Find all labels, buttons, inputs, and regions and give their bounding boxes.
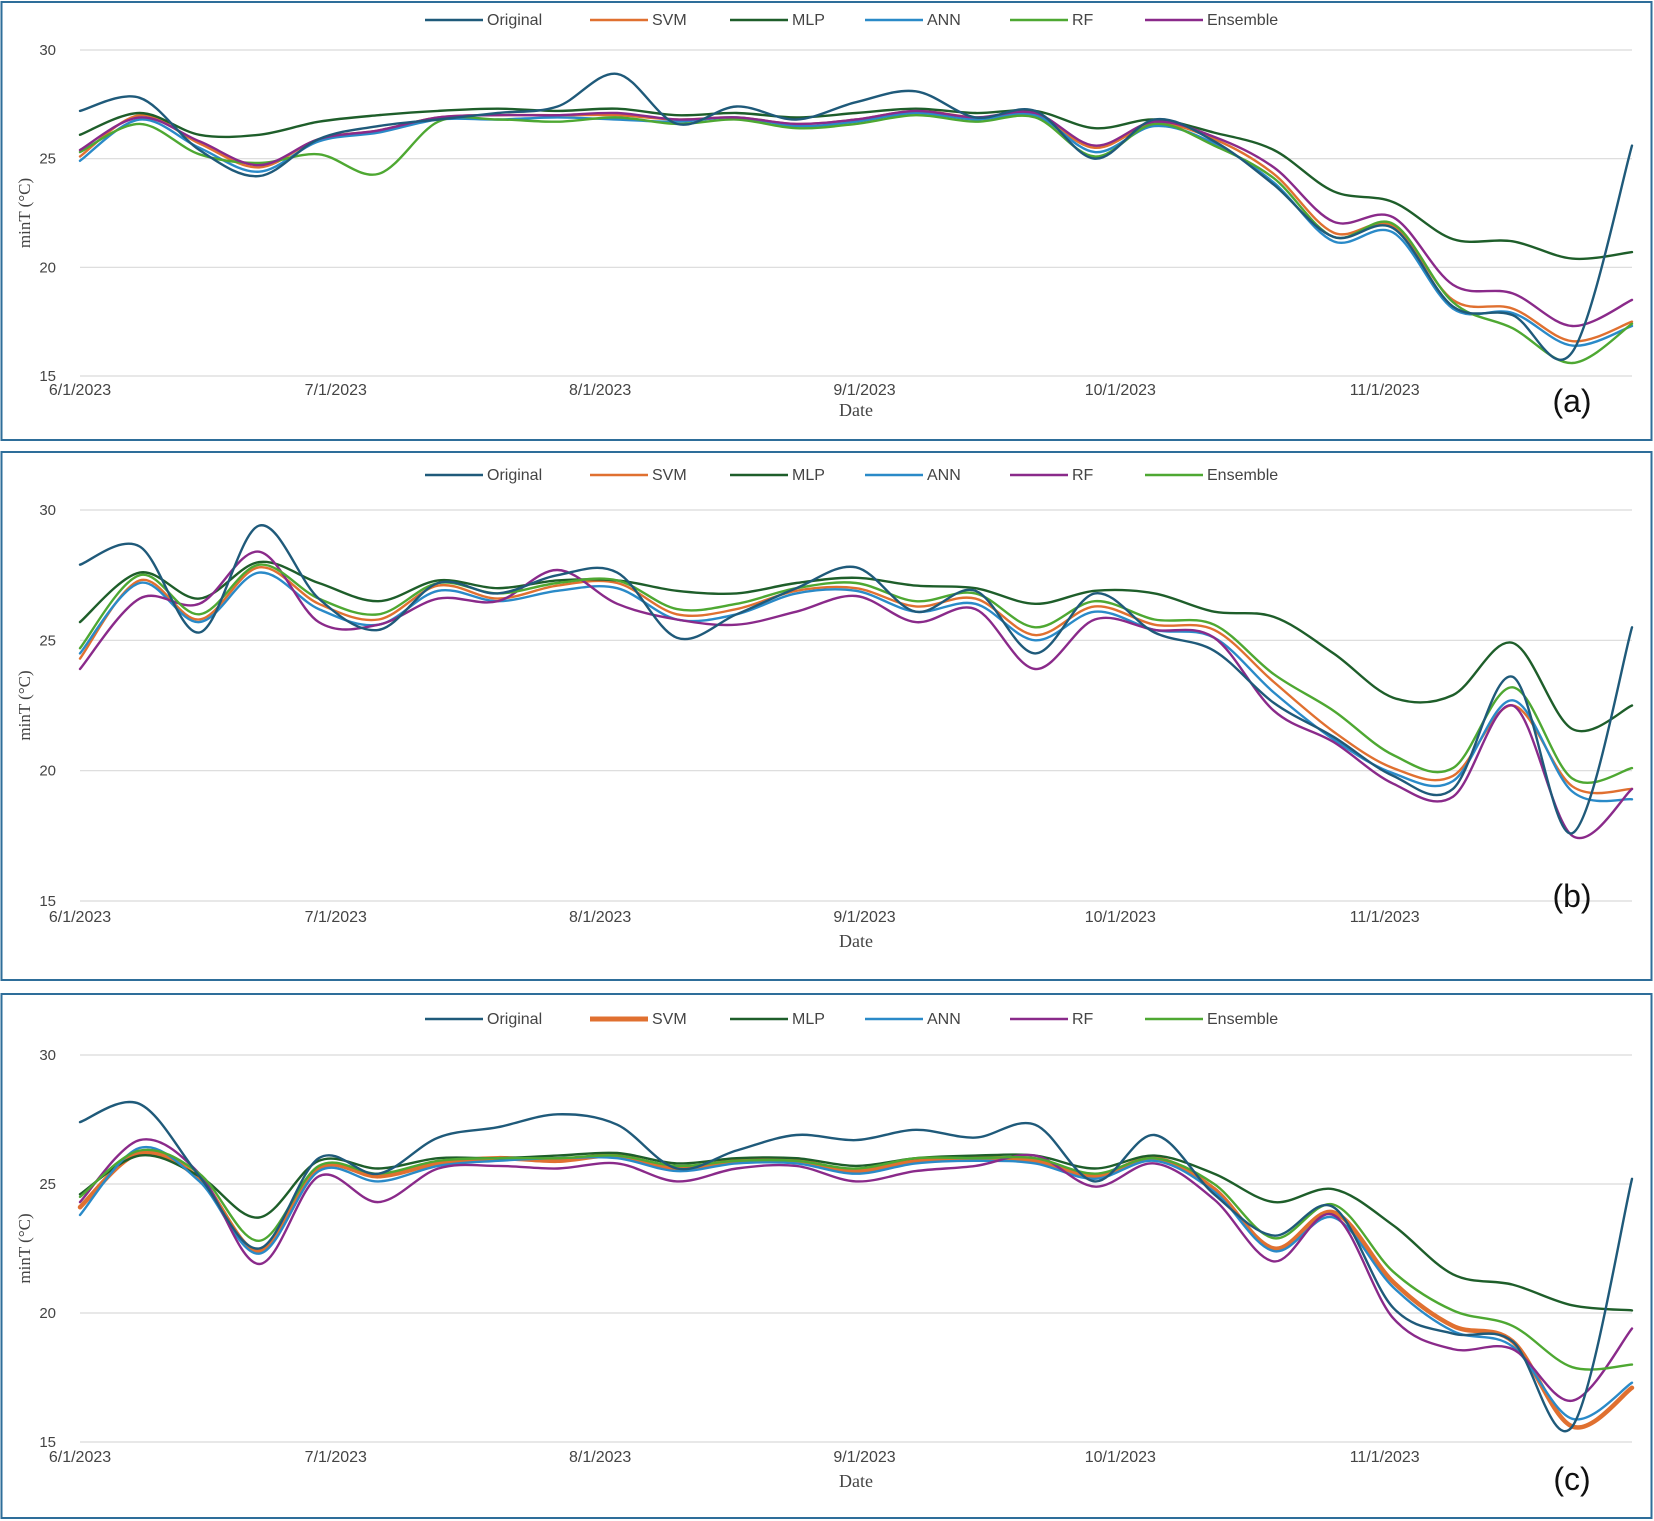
- panel-frame: [0, 1, 1653, 441]
- chart-panel-c: 15 20 25 30 minT (°C) 6/1/2023 7/1/2023 8/1/202…: [0, 993, 1653, 1519]
- y-tick-label: 20: [39, 259, 56, 276]
- legend-label-mlp: MLP: [792, 12, 825, 29]
- chart-panel-a: 15 20 25 30 minT (°C) 6/1/2023 7/1/2023 8/1/202…: [0, 1, 1653, 441]
- panel-label: (c): [1553, 1461, 1590, 1497]
- x-tick-label: 7/1/2023: [305, 1449, 367, 1466]
- x-tick-label: 7/1/2023: [305, 382, 367, 399]
- series-line-ensemble: [78, 1148, 1634, 1371]
- chart-panel-b: 15 20 25 30 minT (°C) 6/1/2023 7/1/2023 8/1/202…: [0, 451, 1653, 981]
- series-group: [78, 524, 1634, 840]
- legend-label-rf: RF: [1072, 12, 1094, 29]
- series-line-rf: [78, 1138, 1634, 1402]
- y-axis-label: minT (°C): [15, 178, 34, 248]
- y-tick-label: 20: [39, 1305, 56, 1322]
- series-line-svm: [78, 566, 1634, 795]
- y-axis-label: minT (°C): [15, 670, 34, 740]
- y-tick-label: 25: [39, 151, 56, 168]
- x-tick-label: 11/1/2023: [1350, 382, 1420, 399]
- x-tick-label: 7/1/2023: [305, 909, 367, 926]
- series-line-rf: [78, 550, 1634, 840]
- x-axis-label: Date: [839, 931, 873, 951]
- x-axis-label: Date: [839, 1471, 873, 1491]
- legend-label-mlp: MLP: [792, 467, 825, 484]
- series-group: [78, 72, 1634, 365]
- x-tick-label: 10/1/2023: [1085, 382, 1156, 399]
- legend-label-ensemble: Ensemble: [1207, 467, 1278, 484]
- series-group: [77, 1100, 1635, 1433]
- legend-label-ann: ANN: [927, 467, 961, 484]
- x-tick-label: 8/1/2023: [569, 1449, 631, 1466]
- x-tick-label: 11/1/2023: [1350, 909, 1420, 926]
- legend: Original SVM MLP ANN RF Ensemble: [425, 1011, 1278, 1028]
- y-tick-label: 15: [39, 893, 56, 910]
- legend-label-original: Original: [487, 12, 542, 29]
- panel-frame: [0, 993, 1653, 1519]
- legend-label-svm: SVM: [652, 1011, 687, 1028]
- series-line-mlp: [78, 560, 1634, 733]
- y-tick-label: 20: [39, 763, 56, 780]
- series-line-ann: [78, 571, 1634, 803]
- x-tick-label: 10/1/2023: [1085, 909, 1156, 926]
- series-line-rf: [78, 113, 1634, 365]
- legend-label-svm: SVM: [652, 12, 687, 29]
- legend-label-ann: ANN: [927, 1011, 961, 1028]
- y-tick-label: 25: [39, 1176, 56, 1193]
- y-tick-label: 30: [39, 1047, 56, 1064]
- x-tick-label: 6/1/2023: [49, 1449, 111, 1466]
- series-line-ann: [78, 1145, 1634, 1421]
- y-tick-label: 30: [39, 502, 56, 519]
- legend-label-ensemble: Ensemble: [1207, 1011, 1278, 1028]
- legend-label-original: Original: [487, 1011, 542, 1028]
- series-line-original: [78, 524, 1634, 835]
- series-line-svm: [78, 109, 1634, 343]
- x-tick-label: 9/1/2023: [833, 382, 895, 399]
- panel-frame: [0, 451, 1653, 981]
- series-line-original: [78, 72, 1634, 361]
- legend-label-ann: ANN: [927, 12, 961, 29]
- series-line-mlp: [78, 1151, 1634, 1312]
- panel-label: (a): [1552, 383, 1591, 419]
- legend-label-svm: SVM: [652, 467, 687, 484]
- x-axis-label: Date: [839, 400, 873, 420]
- x-tick-label: 6/1/2023: [49, 382, 111, 399]
- legend-label-rf: RF: [1072, 1011, 1094, 1028]
- legend-label-rf: RF: [1072, 467, 1094, 484]
- y-tick-label: 25: [39, 632, 56, 649]
- x-tick-label: 8/1/2023: [569, 382, 631, 399]
- series-line-mlp: [78, 107, 1634, 261]
- x-tick-label: 10/1/2023: [1085, 1449, 1156, 1466]
- series-line-original: [78, 1100, 1634, 1433]
- series-line-svm: [77, 1149, 1635, 1430]
- legend-label-ensemble: Ensemble: [1207, 12, 1278, 29]
- x-tick-label: 9/1/2023: [833, 1449, 895, 1466]
- x-tick-label: 6/1/2023: [49, 909, 111, 926]
- legend-label-mlp: MLP: [792, 1011, 825, 1028]
- y-tick-label: 30: [39, 42, 56, 59]
- series-line-ann: [78, 111, 1634, 347]
- x-tick-label: 8/1/2023: [569, 909, 631, 926]
- series-line-ensemble: [78, 563, 1634, 785]
- y-axis-label: minT (°C): [15, 1213, 34, 1283]
- x-tick-label: 11/1/2023: [1350, 1449, 1420, 1466]
- legend: Original SVM MLP ANN RF Ensemble: [425, 12, 1278, 29]
- y-tick-label: 15: [39, 368, 56, 385]
- legend: Original SVM MLP ANN RF Ensemble: [425, 467, 1278, 484]
- x-tick-label: 9/1/2023: [833, 909, 895, 926]
- legend-label-original: Original: [487, 467, 542, 484]
- panel-label: (b): [1552, 878, 1591, 914]
- y-tick-label: 15: [39, 1434, 56, 1451]
